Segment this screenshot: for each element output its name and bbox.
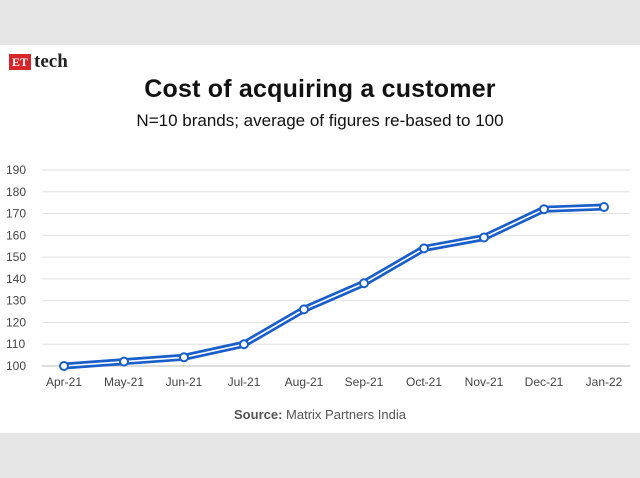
source-label: Source: xyxy=(234,407,283,422)
y-tick-label: 130 xyxy=(6,294,26,308)
x-tick-label: Oct-21 xyxy=(406,375,442,389)
source-text: Matrix Partners India xyxy=(286,407,406,422)
x-tick-label: Nov-21 xyxy=(465,375,504,389)
data-point xyxy=(479,232,489,243)
line-chart: 100 110 120 130 140 150 160 170 180 190 Apr-21 May-… xyxy=(6,163,630,389)
data-point xyxy=(539,204,549,215)
data-point xyxy=(359,278,369,289)
data-point xyxy=(599,202,609,213)
y-tick-label: 170 xyxy=(6,207,26,221)
y-tick-label: 140 xyxy=(6,272,26,286)
chart-subtitle: N=10 brands; average of figures re-based… xyxy=(136,111,504,130)
x-tick-label: Apr-21 xyxy=(46,375,82,389)
data-point xyxy=(299,304,309,315)
chart-card: ET tech Cost of acquiring a customer N=1… xyxy=(0,45,640,433)
y-tick-label: 110 xyxy=(6,337,25,351)
y-tick-label: 190 xyxy=(6,163,26,177)
y-tick-label: 150 xyxy=(6,250,26,264)
y-tick-label: 180 xyxy=(6,185,26,199)
x-tick-label: Aug-21 xyxy=(285,375,324,389)
data-point xyxy=(419,243,429,254)
x-tick-label: Jul-21 xyxy=(228,375,261,389)
data-point xyxy=(239,339,249,350)
y-tick-label: 160 xyxy=(6,228,26,242)
x-tick-label: Jun-21 xyxy=(166,375,203,389)
series-line-outer xyxy=(60,203,608,370)
x-tick-label: Jan-22 xyxy=(586,375,623,389)
series-line-inner xyxy=(63,206,605,367)
x-tick-label: Dec-21 xyxy=(525,375,564,389)
data-point xyxy=(119,356,129,367)
brand-et-badge: ET xyxy=(9,54,32,70)
chart-title: Cost of acquiring a customer xyxy=(144,75,496,103)
x-tick-label: Sep-21 xyxy=(345,375,384,389)
brand-tech-wordmark: tech xyxy=(34,51,68,72)
chart-source: Source: Matrix Partners India xyxy=(0,407,640,422)
x-tick-label: May-21 xyxy=(104,375,144,389)
data-point xyxy=(59,361,69,371)
y-tick-label: 100 xyxy=(6,359,26,373)
brand-logo: ET tech xyxy=(9,51,68,72)
data-point xyxy=(179,352,189,363)
y-tick-label: 120 xyxy=(6,315,26,329)
